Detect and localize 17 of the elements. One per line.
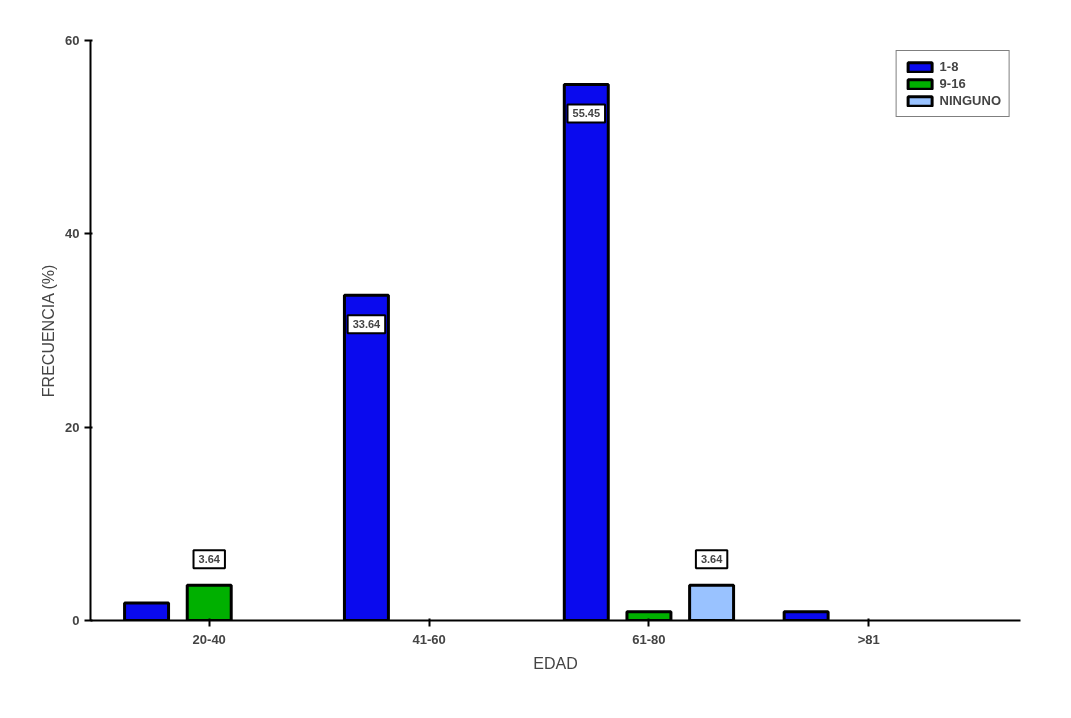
x-tick-label: 41-60	[412, 631, 446, 647]
x-tick-label: >81	[857, 631, 880, 647]
data-label: 55.45	[572, 107, 601, 120]
y-axis-title: FRECUENCIA (%)	[40, 264, 58, 398]
y-tick-label: 20	[65, 419, 80, 435]
x-tick-label: 20-40	[192, 631, 226, 647]
y-tick-label: 40	[65, 226, 80, 242]
legend-label: NINGUNO	[939, 93, 1001, 108]
legend-label: 9-16	[939, 76, 966, 91]
legend-label: 1-8	[939, 59, 960, 74]
y-tick-label: 60	[65, 33, 80, 48]
y-tick-label: 0	[72, 613, 80, 628]
data-label: 3.64	[700, 553, 724, 566]
data-label: 33.64	[352, 318, 382, 331]
x-tick-label: 61-80	[632, 631, 666, 647]
data-label: 3.64	[198, 553, 221, 566]
x-axis-title: EDAD	[533, 654, 578, 672]
